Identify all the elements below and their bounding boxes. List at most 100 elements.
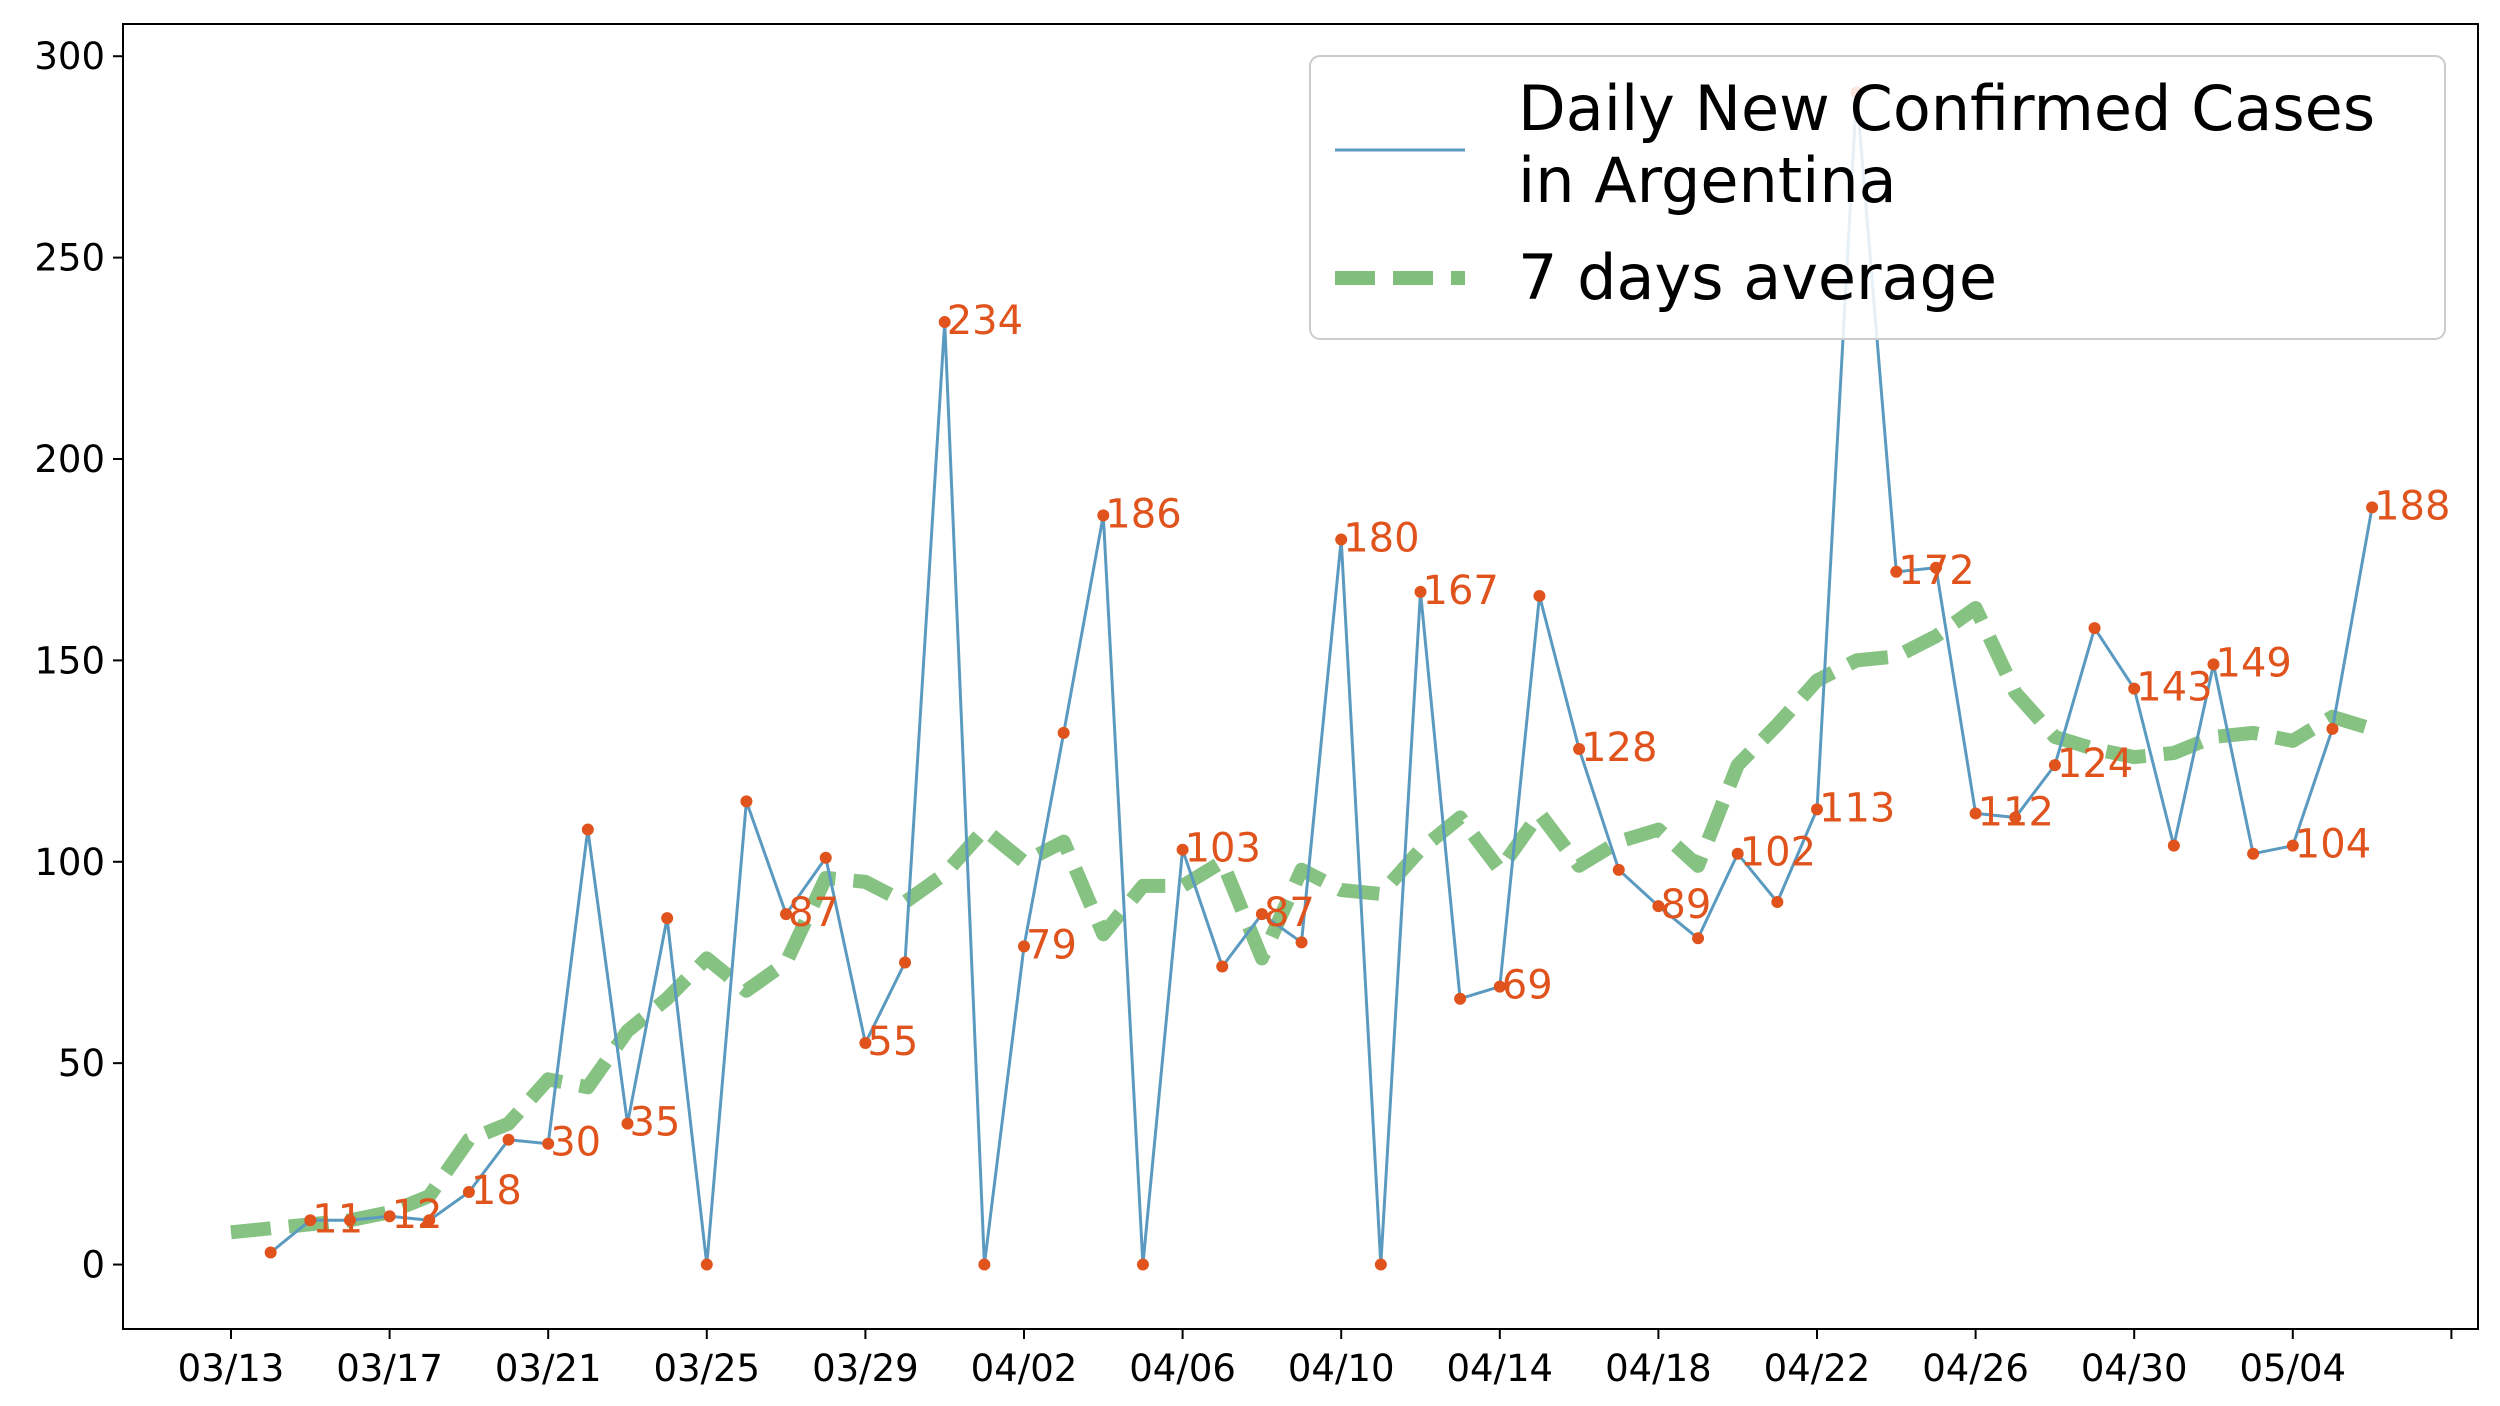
data-point-marker [1573,743,1586,755]
data-point-marker [740,795,753,808]
x-tick-label: 04/02 [971,1347,1078,1390]
x-tick-label: 04/06 [1129,1347,1236,1390]
data-label: 102 [1740,830,1816,876]
legend-box [1309,55,2446,340]
x-tick-label: 04/18 [1605,1347,1712,1390]
y-tick-label: 100 [34,841,105,884]
data-label: 11 [312,1196,363,1242]
data-point-marker [462,1186,475,1199]
data-point-marker [1811,803,1823,816]
data-point-marker [304,1214,317,1227]
data-label: 149 [2216,640,2292,686]
data-label: 104 [2295,822,2371,868]
data-point-marker [1414,585,1427,598]
data-point-marker [1136,1258,1149,1271]
x-tick-label: 04/10 [1288,1347,1395,1390]
data-point-marker [2326,722,2339,735]
data-point-marker [1097,509,1110,522]
data-point-marker [1295,936,1308,949]
legend-label-daily-line2: in Argentina [1518,144,1897,217]
data-point-marker [1533,589,1546,602]
data-label: 87 [788,890,839,936]
data-point-marker [1374,1258,1387,1271]
data-point-marker [899,956,912,969]
data-point-marker [1969,807,1982,820]
data-label: 143 [2136,665,2212,711]
data-point-marker [383,1210,396,1223]
legend: Daily New Confirmed Cases in Argentina 7… [1309,55,2446,340]
data-point-marker [343,1214,356,1227]
data-point-marker [2247,847,2260,860]
x-tick-label: 03/17 [336,1347,443,1390]
data-point-marker [819,851,832,864]
data-label: 18 [471,1168,522,1214]
data-point-marker [621,1117,634,1130]
data-point-marker [978,1258,991,1271]
x-tick-label: 05/04 [2239,1347,2346,1390]
data-point-marker [1612,863,1625,876]
y-tick-label: 0 [81,1244,105,1287]
legend-label-daily: Daily New Confirmed Cases in Argentina [1518,72,2395,217]
data-point-marker [423,1214,436,1227]
data-point-marker [1018,940,1030,953]
data-label: 128 [1581,725,1657,771]
x-tick-label: 03/25 [653,1347,760,1390]
x-tick-label: 04/26 [1922,1347,2029,1390]
data-point-marker [1731,847,1744,860]
data-point-marker [2088,622,2101,635]
data-label: 172 [1898,548,1974,594]
x-tick-label: 03/13 [178,1347,285,1390]
data-point-marker [2009,811,2022,824]
data-label: 30 [550,1120,601,1166]
data-point-marker [1255,908,1268,921]
data-point-marker [1176,843,1189,856]
data-point-marker [1652,900,1665,913]
x-tick-label: 04/22 [1764,1347,1871,1390]
data-point-marker [1692,932,1705,945]
data-point-marker [1771,896,1784,909]
y-tick-label: 200 [34,438,105,481]
data-label: 12 [392,1192,443,1238]
data-label: 103 [1185,826,1261,872]
data-point-marker [1493,980,1506,993]
data-label: 35 [630,1100,681,1146]
plot-frame [122,23,2479,1330]
x-tick-label: 03/21 [495,1347,602,1390]
data-label: 234 [947,298,1023,344]
data-point-marker [581,823,594,836]
data-label: 186 [1105,491,1181,537]
data-label: 55 [867,1019,918,1065]
x-tick-label: 04/30 [2081,1347,2188,1390]
data-point-marker [2167,839,2180,852]
y-axis: 0 50 100 150 200 250 300 [34,35,123,1287]
data-point-marker [2207,658,2220,671]
data-label: 87 [1264,890,1315,936]
y-tick-label: 250 [34,237,105,280]
data-point-marker [502,1133,515,1146]
data-label: 113 [1819,785,1895,831]
data-point-marker [1890,565,1903,578]
data-point-marker [542,1137,555,1150]
data-point-marker [2366,501,2379,514]
data-label: 112 [1978,789,2054,835]
x-tick-label: 03/29 [812,1347,919,1390]
legend-label-daily-line1: Daily New Confirmed Cases [1518,72,2375,145]
data-label: 79 [1026,922,1077,968]
data-point-marker [1216,960,1229,973]
data-label: 89 [1660,882,1711,928]
data-point-marker [780,908,793,921]
data-label: 69 [1502,963,1553,1009]
data-point-marker [2048,759,2061,772]
y-tick-label: 50 [58,1042,105,1085]
data-point-marker [2128,682,2141,695]
data-point-marker [938,316,951,329]
data-point-marker [700,1258,713,1271]
data-label: 188 [2374,483,2450,529]
data-point-marker [1335,533,1348,546]
x-axis: 03/13 03/17 03/21 03/25 03/29 04/02 04/06 04/10… [178,1329,2453,1390]
data-label: 124 [2057,741,2133,787]
data-point-marker [661,912,674,925]
y-tick-label: 300 [34,35,105,78]
